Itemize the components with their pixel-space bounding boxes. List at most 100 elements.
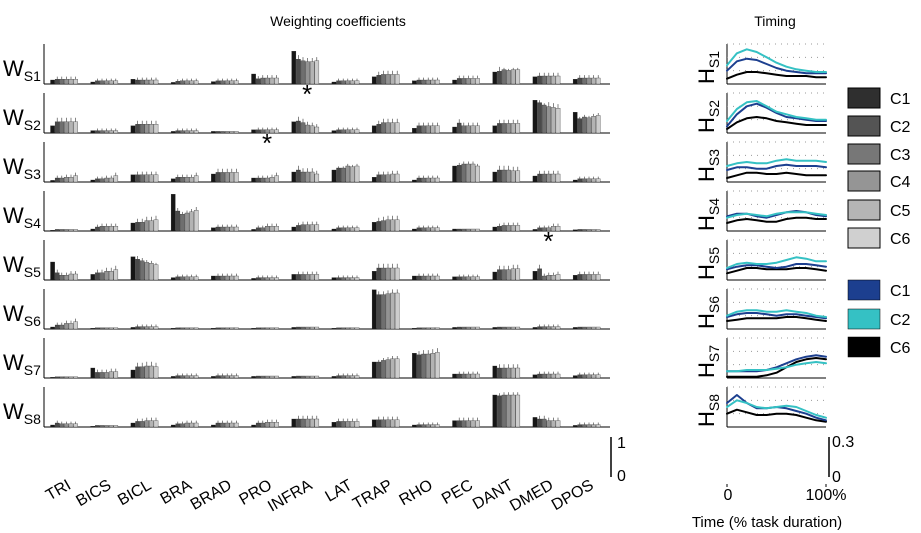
bar-s8-bicl-c5 [149, 420, 154, 428]
bar-s7-brad-c1 [211, 376, 216, 379]
bar-s6-rho-c4 [425, 327, 431, 330]
bar-s4-bicl-c4 [144, 220, 150, 232]
bar-s4-dpos-c3 [582, 229, 587, 232]
bar-s7-dpos-c4 [586, 374, 592, 379]
timing-line-s2-c2 [726, 100, 827, 122]
bar-s6-pro-c3 [260, 327, 266, 330]
bar-s7-bra-c5 [189, 375, 194, 379]
synergy-label-sub: S3 [24, 166, 41, 182]
bar-s2-brad-c3 [220, 131, 225, 134]
bar-s8-brad-c6 [234, 422, 239, 428]
bar-s1-bicl-c6 [153, 79, 159, 85]
bar-s1-rho-c1 [412, 80, 417, 85]
bar-s1-dmed-c5 [551, 75, 556, 85]
bar-s5-bra-c1 [170, 277, 176, 281]
bar-s5-infra-c2 [296, 274, 301, 281]
bar-s7-pec-c6 [475, 373, 480, 379]
bar-s8-brad-c5 [229, 422, 235, 428]
timing-label-main: H [694, 264, 719, 280]
bar-s5-brad-c4 [224, 275, 230, 281]
bar-s2-brad-c2 [215, 131, 221, 134]
bar-s4-dant-c1 [492, 226, 498, 232]
timing-line-s2-c1 [726, 102, 827, 128]
bar-s5-lat-c3 [340, 277, 346, 281]
bar-s2-dant-c3 [501, 123, 507, 134]
bar-s5-dpos-c4 [586, 274, 592, 281]
bar-s6-pec-c6 [475, 326, 480, 330]
bar-s4-rho-c6 [435, 227, 440, 232]
bar-s6-pec-c2 [456, 326, 462, 330]
bar-s5-infra-c5 [309, 274, 315, 281]
bar-s6-brad-c2 [215, 327, 221, 330]
bar-s2-dmed-c3 [541, 104, 547, 134]
bar-s3-dpos-c4 [586, 178, 592, 183]
bar-s5-trap-c4 [385, 267, 391, 281]
bar-s5-rho-c2 [416, 275, 422, 281]
bar-s2-dmed-c5 [551, 107, 556, 134]
bar-s3-dpos-c5 [591, 178, 596, 183]
bar-s8-infra-c4 [305, 418, 310, 428]
timing-label-sub: S1 [706, 51, 722, 68]
bar-s7-infra-c5 [309, 375, 315, 379]
bar-s7-bra-c3 [180, 375, 185, 379]
bar-s5-infra-c3 [300, 274, 306, 281]
bar-s4-lat-c3 [340, 227, 346, 232]
bar-s1-lat-c2 [336, 80, 341, 85]
bar-s3-bra-c1 [170, 178, 176, 183]
synergy-label-sub: S8 [24, 411, 41, 427]
bar-s5-trap-c1 [371, 271, 377, 281]
bar-s3-brad-c5 [229, 172, 235, 183]
bar-s5-bra-c6 [193, 276, 199, 281]
bar-s3-bra-c4 [184, 177, 190, 183]
bar-s7-dmed-c2 [537, 373, 542, 379]
timing-panel-s8: HS8 [694, 386, 827, 428]
bar-s2-lat-c6 [354, 129, 360, 134]
bar-s7-pro-c4 [265, 375, 270, 379]
bar-s1-trap-c3 [381, 74, 386, 85]
bar-s2-dpos-c2 [577, 118, 583, 134]
bar-s6-lat-c5 [350, 327, 355, 330]
bar-s2-dpos-c3 [582, 116, 587, 134]
bar-s2-lat-c4 [345, 129, 351, 134]
timing-line-s1-c2 [726, 48, 827, 73]
bar-s4-dpos-c5 [591, 229, 596, 232]
bar-s2-bicl-c5 [149, 124, 154, 134]
bar-s2-infra-c1 [291, 121, 297, 134]
bar-s6-dpos-c4 [586, 326, 592, 330]
bar-s1-bra-c2 [175, 81, 181, 85]
bar-s3-bicl-c4 [144, 174, 150, 183]
bar-s6-trap-c6 [394, 292, 400, 330]
bar-s4-pro-c2 [255, 227, 261, 232]
timing-label-main: H [694, 68, 719, 84]
bar-s2-bra-c1 [170, 131, 176, 134]
bar-s1-bics-c4 [104, 80, 109, 85]
bar-s1-dmed-c6 [555, 75, 561, 85]
timing-x-tick-end: 100% [806, 487, 847, 504]
bar-s7-dmed-c5 [551, 373, 556, 379]
synergy-label-main: W [3, 105, 24, 130]
bar-s8-pec-c6 [475, 420, 480, 428]
bar-s2-bics-c6 [113, 130, 119, 134]
bar-s5-dmed-c2 [537, 268, 542, 281]
bar-s1-brad-c2 [215, 80, 221, 85]
bar-s1-brad-c1 [211, 81, 216, 85]
bar-s6-dmed-c5 [551, 326, 556, 330]
bar-s3-pec-c1 [452, 165, 457, 183]
bar-s1-pro-c4 [265, 77, 270, 85]
bar-s4-tri-c4 [64, 229, 69, 232]
bar-s6-dpos-c1 [572, 327, 578, 330]
bar-s3-lat-c6 [354, 165, 360, 183]
timing-panel-label: HS3 [694, 149, 722, 182]
bar-s2-tri-c1 [50, 125, 55, 134]
bar-s2-bics-c1 [90, 130, 96, 134]
bar-s3-dant-c3 [501, 169, 507, 183]
legend-label-gray-c3: C3 [890, 147, 911, 164]
bar-s5-tri-c6 [73, 273, 78, 281]
bar-s8-dpos-c6 [595, 424, 601, 428]
bar-s3-pec-c3 [461, 163, 467, 183]
bar-s3-lat-c5 [350, 166, 355, 183]
bar-s8-dant-c2 [497, 395, 502, 428]
bar-s5-rho-c1 [412, 275, 417, 281]
bar-s4-bics-c1 [90, 228, 96, 232]
bar-s7-dmed-c6 [555, 373, 561, 379]
